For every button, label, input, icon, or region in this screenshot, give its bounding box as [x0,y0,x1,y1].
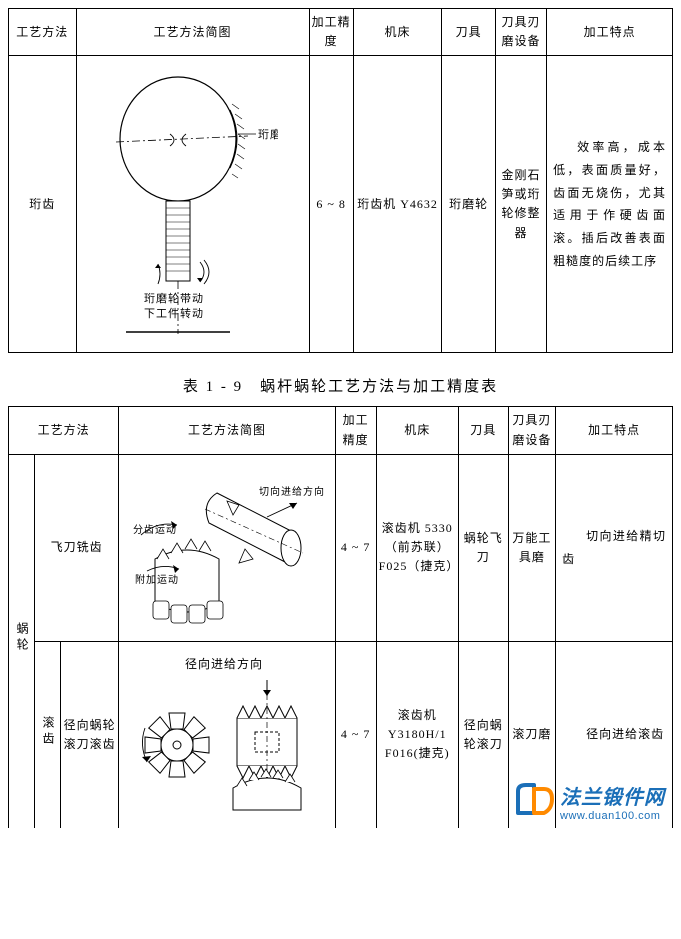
watermark-title: 法兰锻件网 [560,781,665,810]
cell-feature: 效率高，成本低，表面质量好，齿面无烧伤，尤其适用于作硬齿面滚。插后改善表面粗糙度… [547,56,673,353]
header-sharpen: 刀具刃磨设备 [495,9,546,56]
process-table-2: 工艺方法 工艺方法简图 加工精度 机床 刀具 刀具刃磨设备 加工特点 蜗轮 飞刀… [8,406,673,827]
cell-machine: 滚齿机 Y3180H/1 F016(捷克) [376,641,458,828]
header-machine: 机床 [376,407,458,454]
header-precision: 加工精度 [335,407,376,454]
cell-group: 蜗轮 [9,454,35,828]
header-diagram: 工艺方法简图 [119,407,335,454]
diag-label-a: 分齿运动 [133,524,177,536]
table-header-row: 工艺方法 工艺方法简图 加工精度 机床 刀具 刀具刃磨设备 加工特点 [9,9,673,56]
cell-method: 飞刀铣齿 [34,454,118,641]
table-row: 珩齿 [9,56,673,353]
feature-text: 径向进给滚齿 [562,723,666,746]
cell-sharpen: 万能工具磨 [508,454,556,641]
sub-label: 滚齿 [38,716,57,748]
feature-text: 切向进给精切齿 [562,525,666,571]
cell-machine: 滚齿机 5330（前苏联） F025（捷克） [376,454,458,641]
header-sharpen: 刀具刃磨设备 [508,407,556,454]
cell-precision: 6 ~ 8 [309,56,353,353]
header-feature: 加工特点 [547,9,673,56]
cell-feature: 切向进给精切齿 [556,454,673,641]
header-machine: 机床 [353,9,442,56]
diagram-label-drive-2: 下工件转动 [144,306,204,320]
cell-diagram: 径向进给方向 [119,641,335,828]
cell-precision: 4 ~ 7 [335,454,376,641]
header-method: 工艺方法 [9,407,119,454]
header-precision: 加工精度 [309,9,353,56]
fly-cutter-diagram: 分齿运动 附加运动 切向进给方向 [127,463,327,633]
cell-diagram: 分齿运动 附加运动 切向进给方向 [119,454,335,641]
cell-sub-group: 滚齿 [34,641,60,828]
table-row: 蜗轮 飞刀铣齿 [9,454,673,641]
cell-tool: 蜗轮飞刀 [458,454,508,641]
cell-tool: 径向蜗轮滚刀 [458,641,508,828]
radial-hob-diagram: 径向进给方向 [127,650,327,820]
process-table-1: 工艺方法 工艺方法简图 加工精度 机床 刀具 刀具刃磨设备 加工特点 珩齿 [8,8,673,353]
header-tool: 刀具 [442,9,496,56]
cell-method: 径向蜗轮滚刀滚齿 [60,641,118,828]
header-tool: 刀具 [458,407,508,454]
cell-machine: 珩齿机 Y4632 [353,56,442,353]
feature-text: 效率高，成本低，表面质量好，齿面无烧伤，尤其适用于作硬齿面滚。插后改善表面粗糙度… [553,136,666,273]
cell-precision: 4 ~ 7 [335,641,376,828]
table-header-row: 工艺方法 工艺方法简图 加工精度 机床 刀具 刀具刃磨设备 加工特点 [9,407,673,454]
watermark-url: www.duan100.com [560,810,665,822]
diagram-label-wheel: 珩磨轮 [258,127,278,141]
cell-diagram: 珩磨轮 [76,56,309,353]
cell-method: 珩齿 [9,56,77,353]
diag-title: 径向进给方向 [185,656,263,671]
honing-diagram: 珩磨轮 [108,64,278,344]
cell-sharpen: 金刚石笋或珩轮修整器 [495,56,546,353]
table2-title: 表 1 - 9 蜗杆蜗轮工艺方法与加工精度表 [8,375,673,396]
logo-icon [514,783,554,819]
group-label: 蜗轮 [12,622,31,654]
header-feature: 加工特点 [556,407,673,454]
diag-label-b: 附加运动 [135,573,179,586]
diagram-label-drive-1: 珩磨轮带动 [144,291,204,305]
header-diagram: 工艺方法简图 [76,9,309,56]
cell-tool: 珩磨轮 [442,56,496,353]
header-method: 工艺方法 [9,9,77,56]
diag-label-c: 切向进给方向 [259,485,325,498]
